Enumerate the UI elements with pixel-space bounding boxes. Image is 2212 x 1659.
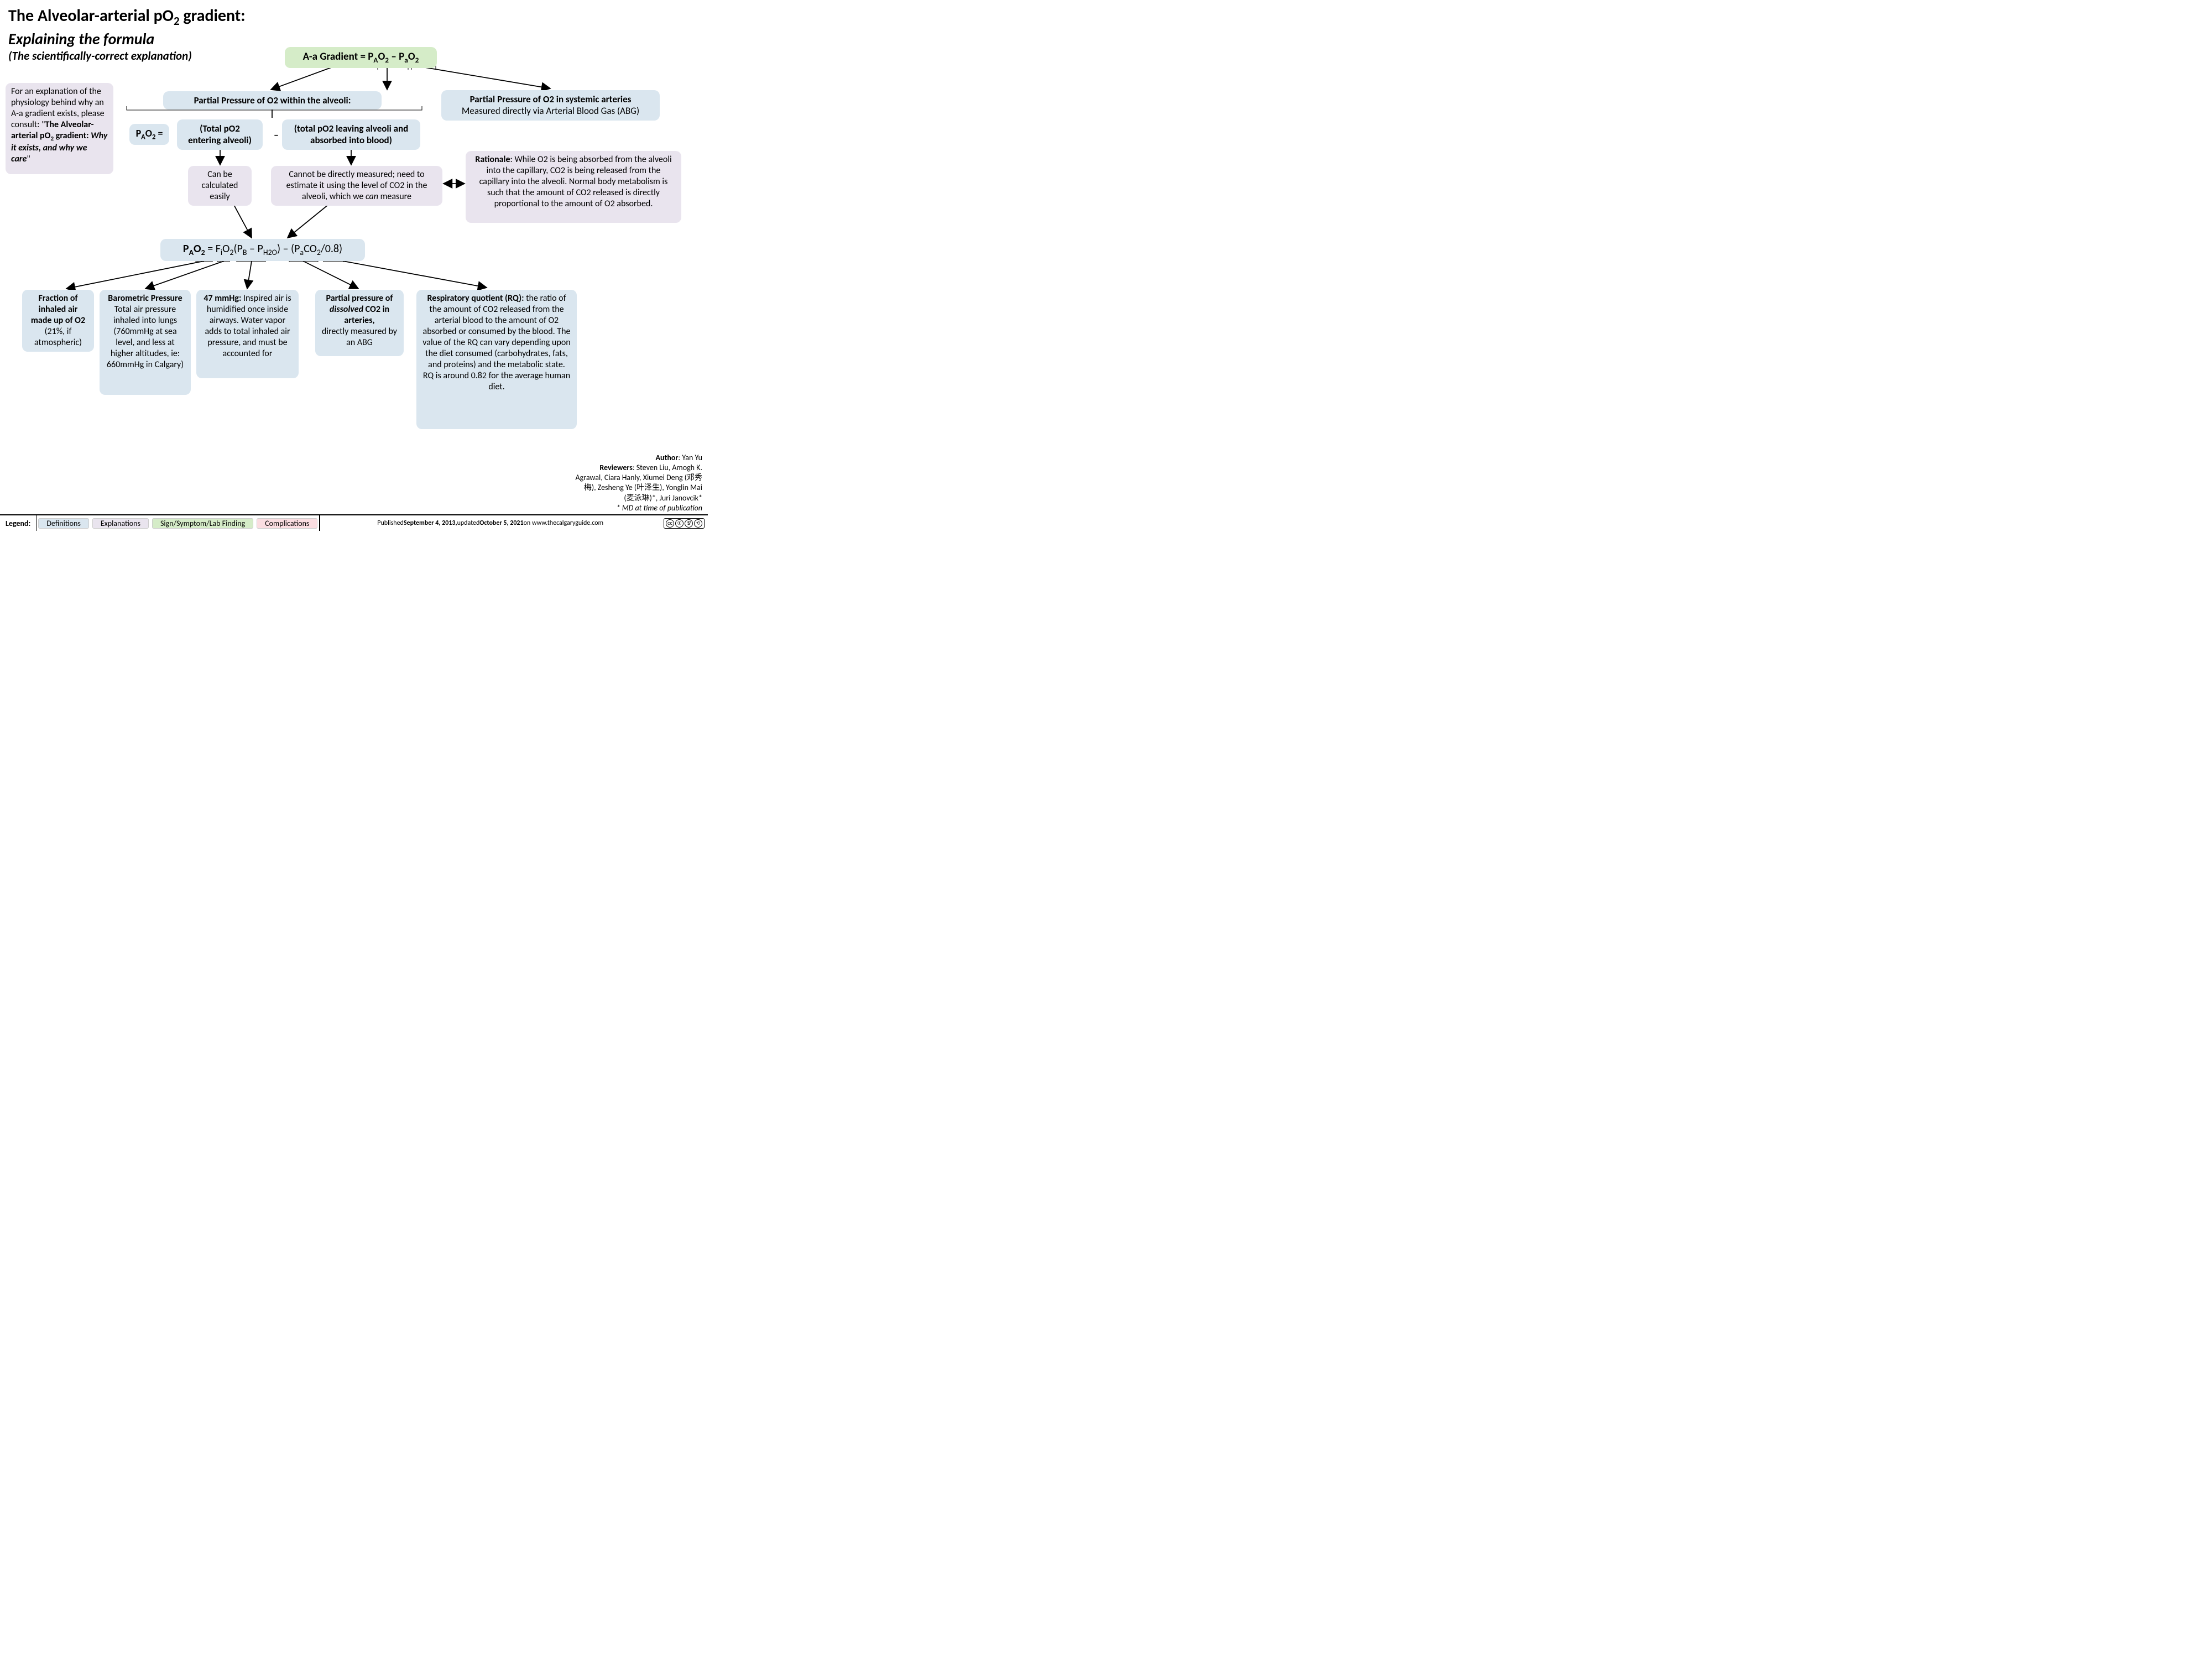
author-name: Yan Yu [682, 453, 702, 462]
node-formula_full: PAO2 = FiO2(PB – PH2O) – (PaCO2/0.8) [160, 239, 365, 261]
legend-label: Legend: [0, 515, 36, 531]
node-paco2: Partial pressure of dissolved CO2 in art… [315, 290, 404, 356]
legend-chip-sign: Sign/Symptom/Lab Finding [152, 518, 253, 529]
publication-info: Published September 4, 2013, updated Oct… [319, 515, 660, 531]
legend-chips: Definitions ExplanationsSign/Symptom/Lab … [36, 515, 319, 531]
cc-license: cc①$̸⟲ [660, 515, 708, 531]
title-line1: The Alveolar-arterial pO2 gradient: [8, 6, 246, 28]
reviewers-names: Steven Liu, Amogh K. Agrawal, Ciara Hanl… [576, 463, 702, 503]
legend-bar: Legend: Definitions ExplanationsSign/Symp… [0, 514, 708, 531]
node-cannot_measure: Cannot be directly measured; need to est… [271, 166, 442, 206]
credits-block: Author: Yan Yu Reviewers: Steven Liu, Am… [575, 453, 702, 513]
credits-note: * MD at time of publication [575, 503, 702, 513]
legend-chip-explanations: Explanations [92, 518, 149, 529]
title-line2: Explaining the formula [8, 29, 246, 49]
legend-chip-definitions: Definitions [38, 518, 88, 529]
node-rq: Respiratory quotient (RQ): the ratio of … [416, 290, 577, 429]
arrow-layer [0, 0, 708, 531]
author-label: Author [656, 453, 679, 462]
node-total_leaving: (total pO2 leaving alveoli and absorbed … [282, 119, 420, 150]
node-pao2_eq_label: PAO2 = [129, 124, 169, 145]
node-calc_easy: Can be calculated easily [188, 166, 252, 206]
reviewers-label: Reviewers [599, 463, 632, 472]
title-line3: (The scientifically-correct explanation) [8, 49, 246, 63]
node-total_entering: (Total pO2 entering alveoli) [177, 119, 263, 150]
legend-chip-complications: Complications [257, 518, 317, 529]
node-pp_alveoli: Partial Pressure of O2 within the alveol… [163, 91, 382, 109]
node-minus1: – [268, 126, 279, 145]
node-formula_top: A-a Gradient = PAO2 – PaO2 [285, 47, 437, 68]
node-pb: Barometric PressureTotal air pressure in… [100, 290, 191, 395]
node-pp_arteries: Partial Pressure of O2 in systemic arter… [441, 90, 660, 121]
node-fio2: Fraction of inhaled air made up of O2 (2… [22, 290, 94, 352]
node-intro: For an explanation of the physiology beh… [6, 83, 113, 174]
node-rationale: Rationale: While O2 is being absorbed fr… [466, 151, 681, 223]
node-ph2o: 47 mmHg: Inspired air is humidified once… [196, 290, 299, 378]
title-block: The Alveolar-arterial pO2 gradient: Expl… [8, 6, 246, 63]
